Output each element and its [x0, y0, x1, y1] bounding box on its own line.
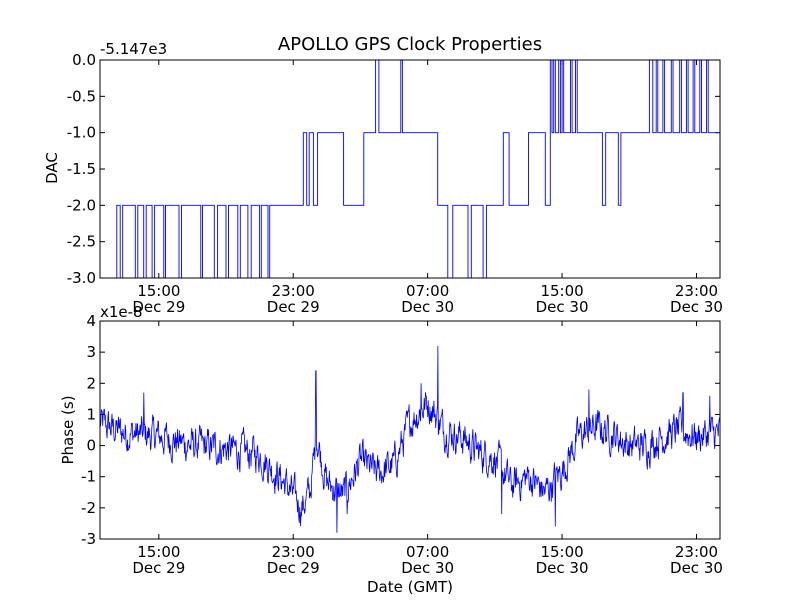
phase-xtick-date: Dec 30 [401, 559, 454, 577]
phase-xtick-date: Dec 29 [267, 559, 320, 577]
phase-ytick-label: -2 [81, 499, 96, 517]
phase-xlabel: Date (GMT) [367, 578, 453, 596]
dac-xtick-time: 23:00 [675, 282, 718, 300]
dac-ytick-label: -1.5 [67, 160, 96, 178]
dac-offset-text: -5.147e3 [100, 40, 167, 58]
phase-series-line [99, 345, 721, 533]
phase-ytick-label: -1 [81, 468, 96, 486]
phase-offset-text: x1e-8 [100, 303, 143, 321]
chart-title: APOLLO GPS Clock Properties [278, 34, 542, 55]
dac-axes-frame [99, 59, 721, 279]
dac-xtick-date: Dec 29 [267, 298, 320, 316]
phase-ytick-label: 1 [86, 405, 96, 423]
dac-ytick-label: -1.0 [67, 124, 96, 142]
phase-xtick-date: Dec 30 [670, 559, 723, 577]
dac-chart: APOLLO GPS Clock Properties -5.147e3 DAC… [43, 34, 723, 316]
dac-xtick-date: Dec 30 [536, 298, 589, 316]
dac-xtick-date: Dec 30 [670, 298, 723, 316]
phase-ytick-label: 4 [86, 312, 96, 330]
phase-ytick-label: 2 [86, 374, 96, 392]
dac-ytick-label: -2.5 [67, 233, 96, 251]
dac-xtick-time: 15:00 [540, 282, 583, 300]
dac-xtick-time: 23:00 [272, 282, 315, 300]
phase-ytick-label: 0 [86, 437, 96, 455]
phase-xtick-time: 15:00 [137, 543, 180, 561]
phase-ytick-label: 3 [86, 343, 96, 361]
dac-ytick-label: -0.5 [67, 87, 96, 105]
dac-series-line [100, 59, 720, 279]
phase-chart: x1e-8 Phase (s) Date (GMT) 4 3 2 1 0 -1 -2 -3 1… [59, 303, 723, 596]
dac-ytick-label: -3.0 [67, 269, 96, 287]
phase-xtick-date: Dec 30 [536, 559, 589, 577]
dac-xtick-time: 07:00 [406, 282, 449, 300]
phase-xtick-time: 23:00 [272, 543, 315, 561]
dac-ylabel: DAC [43, 152, 61, 184]
phase-xtick-date: Dec 29 [132, 559, 185, 577]
phase-xtick-time: 07:00 [406, 543, 449, 561]
dac-ytick-label: 0.0 [72, 51, 96, 69]
dac-ytick-label: -2.0 [67, 196, 96, 214]
phase-ytick-label: -3 [81, 530, 96, 548]
dac-xtick-time: 15:00 [137, 282, 180, 300]
phase-ylabel: Phase (s) [59, 395, 77, 464]
dac-xtick-date: Dec 29 [132, 298, 185, 316]
phase-axes-frame [99, 320, 721, 540]
phase-xtick-time: 23:00 [675, 543, 718, 561]
phase-y-ticks: 4 3 2 1 0 -1 -2 -3 [81, 312, 720, 548]
dac-y-ticks: 0.0 -0.5 -1.0 -1.5 -2.0 -2.5 -3.0 [67, 51, 720, 287]
phase-xtick-time: 15:00 [540, 543, 583, 561]
dac-xtick-date: Dec 30 [401, 298, 454, 316]
